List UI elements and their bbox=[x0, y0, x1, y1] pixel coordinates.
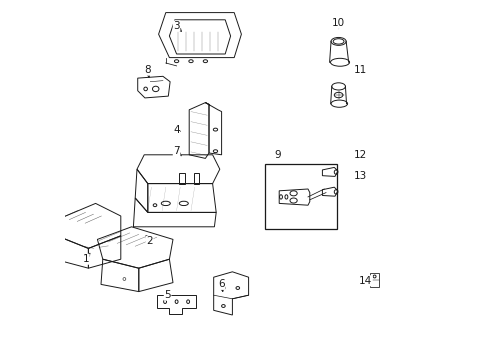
Text: 9: 9 bbox=[274, 150, 281, 160]
Text: 5: 5 bbox=[164, 290, 171, 300]
Text: 13: 13 bbox=[354, 171, 367, 181]
Text: 8: 8 bbox=[145, 65, 151, 75]
Text: 4: 4 bbox=[173, 125, 180, 135]
Text: 6: 6 bbox=[218, 279, 225, 289]
Text: 11: 11 bbox=[354, 65, 367, 75]
Text: 10: 10 bbox=[332, 18, 345, 28]
Bar bbox=[370, 273, 379, 287]
Text: 14: 14 bbox=[359, 276, 372, 286]
Bar bbox=[265, 164, 337, 229]
Text: 2: 2 bbox=[147, 236, 153, 246]
Text: 12: 12 bbox=[354, 150, 367, 160]
Text: 7: 7 bbox=[173, 146, 180, 156]
Text: 1: 1 bbox=[83, 254, 89, 264]
Text: 3: 3 bbox=[173, 21, 180, 31]
